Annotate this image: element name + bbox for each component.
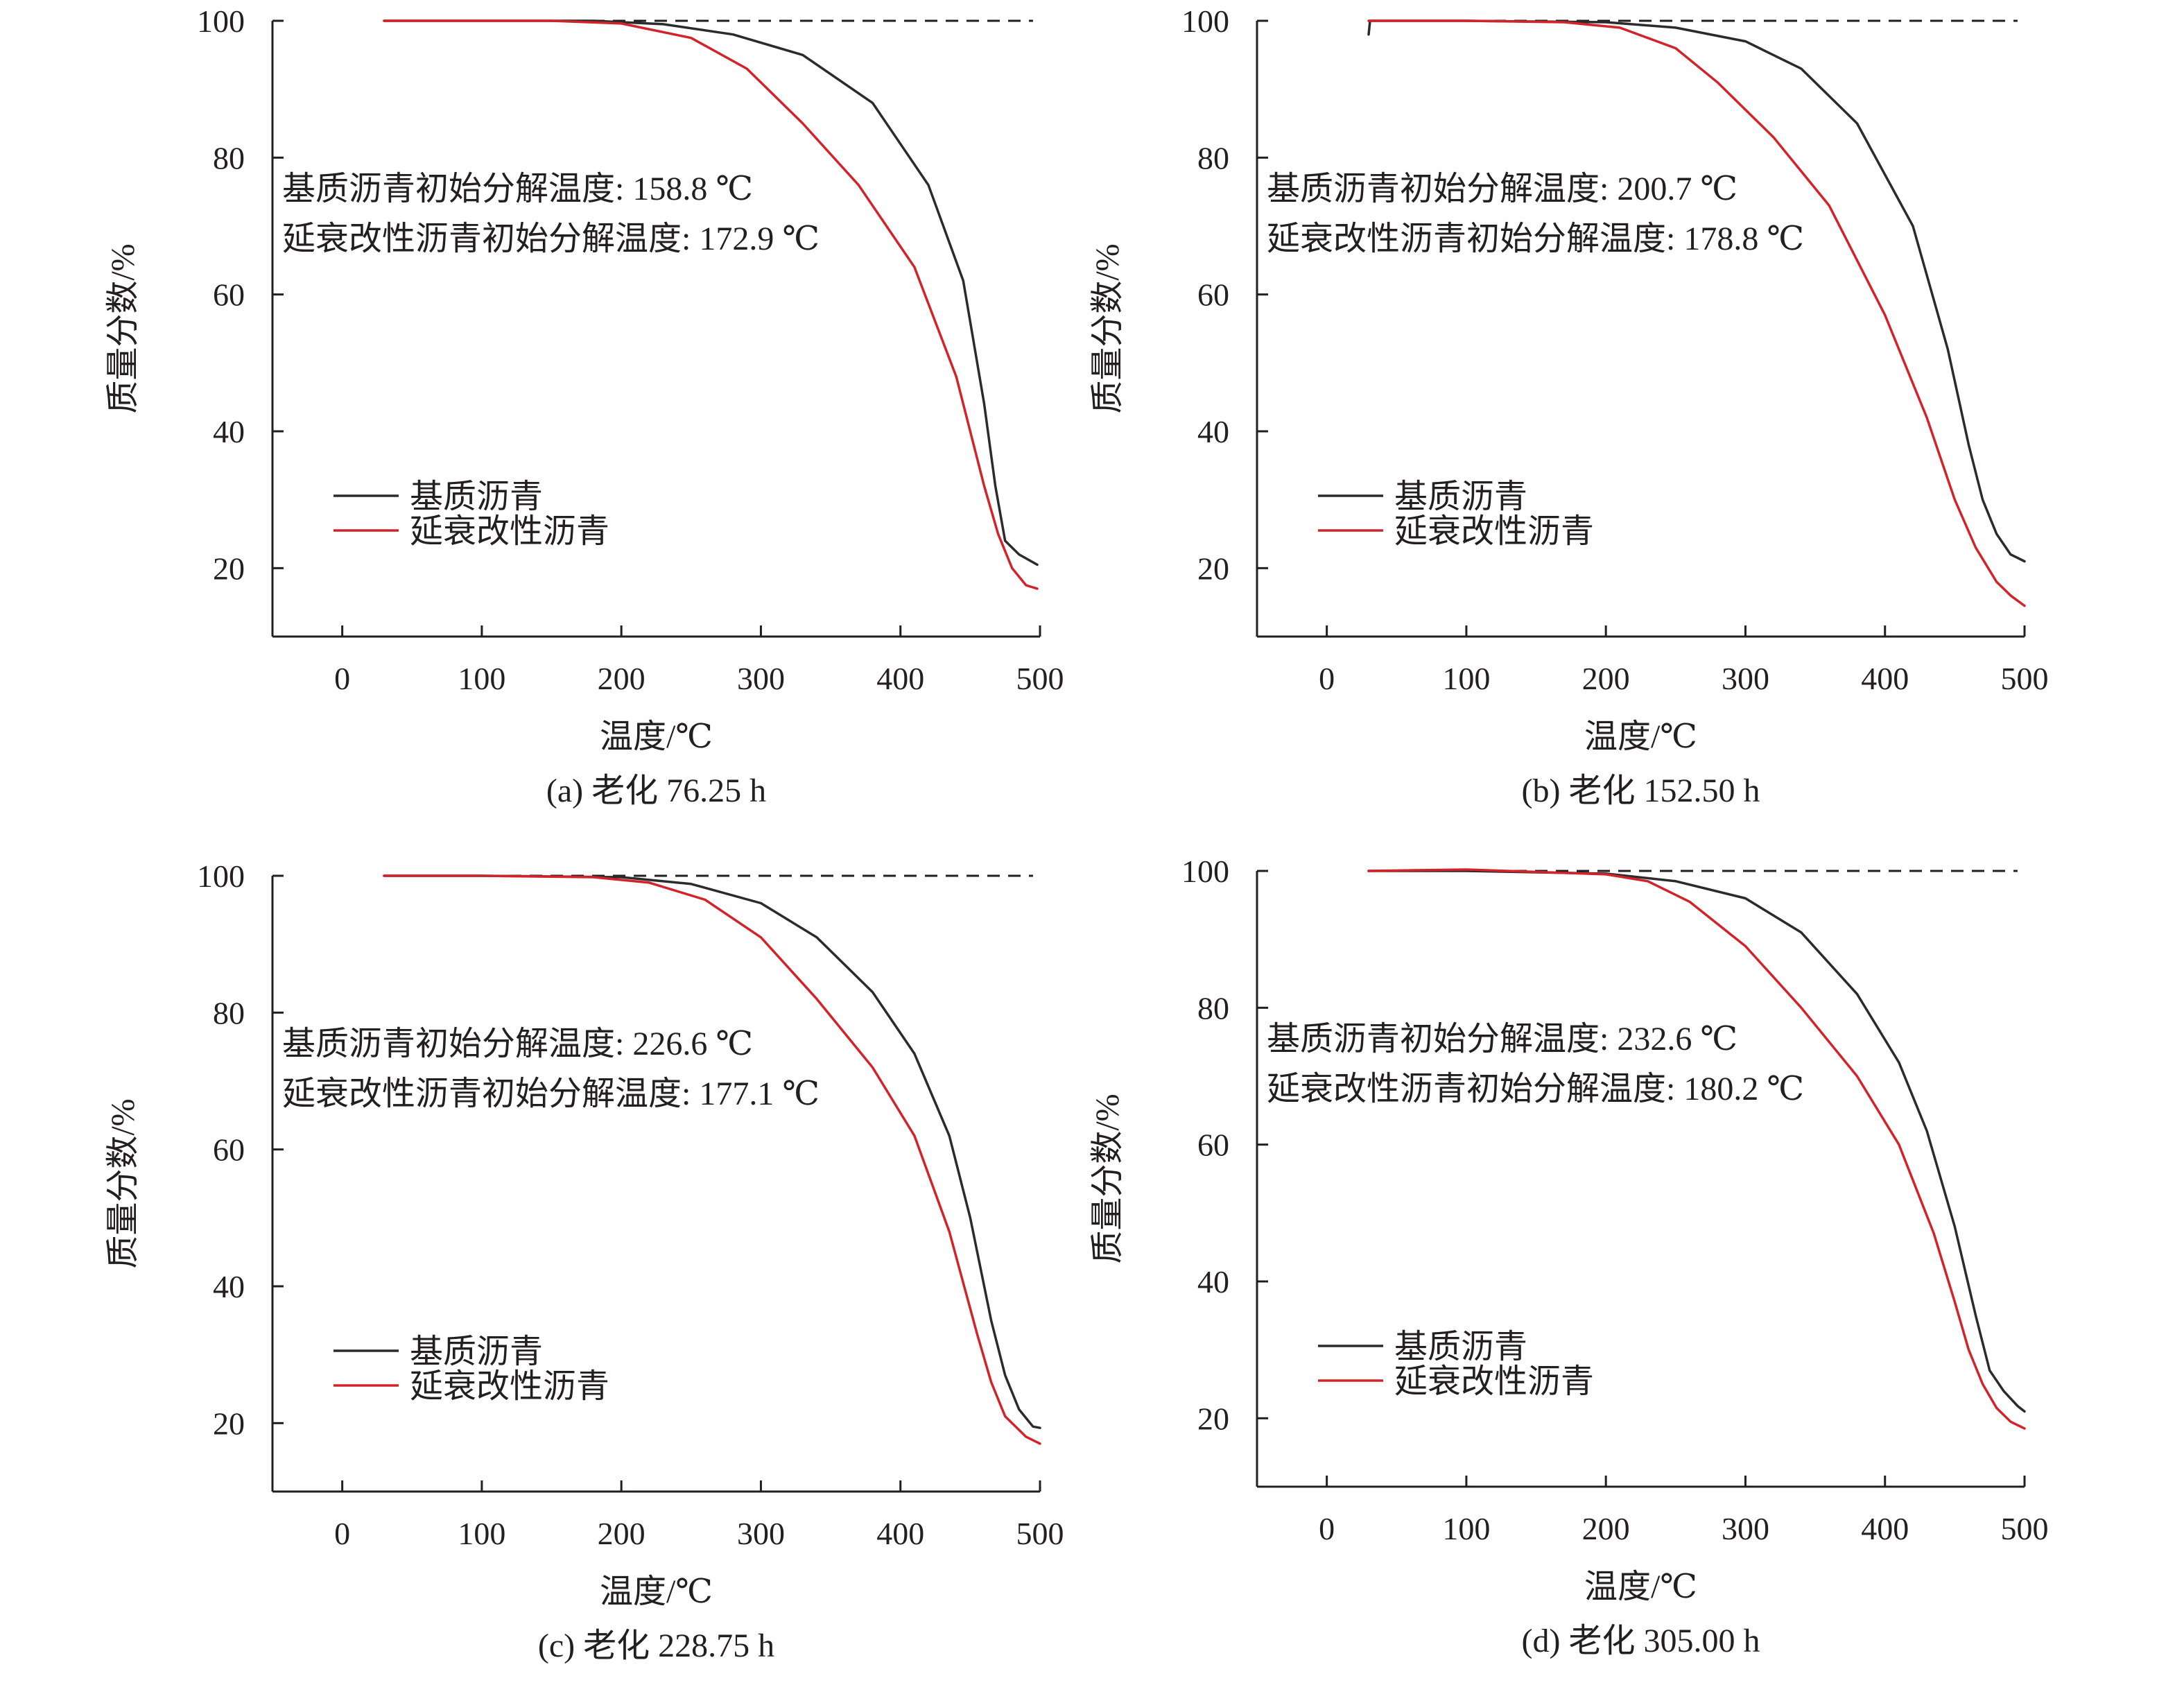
legend-label: 延衰改性沥青 <box>1394 513 1594 550</box>
y-axis-title: 质量分数/% <box>1089 1094 1126 1263</box>
x-tick-label: 500 <box>2001 1511 2049 1546</box>
chart-panel-c: 20 40 60 80 100 0 100 200 300 400 500 质量分数/% 温度/℃ (c)… <box>105 858 1064 1664</box>
x-tick-label: 100 <box>458 661 505 696</box>
chart-panel-b: 20 40 60 80 100 0 100 200 300 400 500 质量分数/% 温度/℃ (b)… <box>1089 3 2049 809</box>
y-tick-label: 100 <box>197 858 245 894</box>
x-axis-title: 温度/℃ <box>600 718 713 755</box>
y-axis-title: 质量分数/% <box>105 1098 141 1268</box>
annotation-text: 延衰改性沥青初始分解温度: 180.2 ℃ <box>1267 1071 1804 1107</box>
y-tick-label: 40 <box>1197 1264 1229 1299</box>
y-tick-label: 40 <box>213 414 245 449</box>
x-tick-label: 400 <box>876 661 924 696</box>
x-tick-label: 500 <box>1016 1516 1064 1551</box>
x-tick-label: 100 <box>1442 661 1490 696</box>
annotation-text: 基质沥青初始分解温度: 200.7 ℃ <box>1267 171 1737 207</box>
y-tick-label: 100 <box>197 3 245 39</box>
x-tick-label: 400 <box>1861 1511 1909 1546</box>
panel-caption: (c) 老化 228.75 h <box>538 1627 774 1664</box>
x-tick-label: 200 <box>598 1516 645 1551</box>
annotation-text: 基质沥青初始分解温度: 226.6 ℃ <box>282 1026 753 1062</box>
x-tick-label: 100 <box>458 1516 505 1551</box>
x-tick-label: 300 <box>737 661 785 696</box>
y-axis-title: 质量分数/% <box>1089 243 1126 413</box>
x-tick-label: 400 <box>876 1516 924 1551</box>
annotation-text: 延衰改性沥青初始分解温度: 172.9 ℃ <box>282 221 820 257</box>
x-axis-title: 温度/℃ <box>600 1573 713 1610</box>
series-line-modified <box>1367 19 2026 607</box>
x-tick-label: 400 <box>1861 661 1909 696</box>
x-tick-label: 0 <box>334 1516 350 1551</box>
series-line-modified <box>383 19 1039 590</box>
legend-label: 延衰改性沥青 <box>410 513 609 550</box>
y-tick-label: 60 <box>213 277 245 313</box>
y-tick-label: 60 <box>213 1132 245 1168</box>
series-line-modified <box>383 874 1041 1445</box>
x-tick-label: 200 <box>598 661 645 696</box>
series-line-base <box>383 19 1039 567</box>
y-tick-label: 80 <box>213 995 245 1030</box>
y-tick-label: 100 <box>1181 854 1229 889</box>
annotation-text: 基质沥青初始分解温度: 158.8 ℃ <box>282 171 753 207</box>
annotation-text: 基质沥青初始分解温度: 232.6 ℃ <box>1267 1021 1737 1057</box>
y-tick-label: 40 <box>213 1269 245 1304</box>
y-tick-label: 60 <box>1197 1127 1229 1163</box>
series-line-base <box>383 874 1041 1429</box>
x-tick-label: 300 <box>1722 1511 1769 1546</box>
y-tick-label: 20 <box>1197 1401 1229 1436</box>
annotation-text: 延衰改性沥青初始分解温度: 177.1 ℃ <box>282 1075 820 1112</box>
y-tick-label: 20 <box>213 1406 245 1441</box>
y-tick-label: 80 <box>1197 140 1229 175</box>
legend-label: 基质沥青 <box>1394 1329 1527 1365</box>
x-tick-label: 0 <box>334 661 350 696</box>
y-tick-label: 20 <box>213 551 245 586</box>
x-axis-title: 温度/℃ <box>1584 718 1697 755</box>
series-line-base <box>1367 870 2026 1413</box>
x-tick-label: 300 <box>737 1516 785 1551</box>
chart-panel-d: 20 40 60 80 100 0 100 200 300 400 500 质量分数/% 温度/℃ (d)… <box>1089 854 2049 1659</box>
legend-label: 延衰改性沥青 <box>410 1368 609 1405</box>
panel-caption: (b) 老化 152.50 h <box>1522 772 1760 809</box>
legend-label: 延衰改性沥青 <box>1394 1363 1594 1400</box>
x-tick-label: 0 <box>1319 1511 1335 1546</box>
y-tick-label: 80 <box>1197 990 1229 1026</box>
x-tick-label: 200 <box>1582 661 1630 696</box>
x-tick-label: 0 <box>1319 661 1335 696</box>
annotation-text: 延衰改性沥青初始分解温度: 178.8 ℃ <box>1267 221 1804 257</box>
y-tick-label: 80 <box>213 140 245 175</box>
panel-caption: (d) 老化 305.00 h <box>1522 1623 1760 1659</box>
chart-panel-a: 20 40 60 80 100 0 100 200 300 400 500 质量分数/% 温度/℃ (a)… <box>105 3 1064 809</box>
y-tick-label: 20 <box>1197 551 1229 586</box>
series-line-modified <box>1367 868 2026 1430</box>
x-axis-title: 温度/℃ <box>1584 1569 1697 1605</box>
y-axis-title: 质量分数/% <box>105 243 141 413</box>
x-tick-label: 500 <box>1016 661 1064 696</box>
x-tick-label: 200 <box>1582 1511 1630 1546</box>
x-tick-label: 100 <box>1442 1511 1490 1546</box>
y-tick-label: 100 <box>1181 3 1229 39</box>
y-tick-label: 40 <box>1197 414 1229 449</box>
legend-label: 基质沥青 <box>410 478 543 515</box>
legend-label: 基质沥青 <box>1394 478 1527 515</box>
y-tick-label: 60 <box>1197 277 1229 313</box>
x-tick-label: 500 <box>2001 661 2049 696</box>
panel-caption: (a) 老化 76.25 h <box>546 772 766 809</box>
x-tick-label: 300 <box>1722 661 1769 696</box>
legend-label: 基质沥青 <box>410 1333 543 1370</box>
